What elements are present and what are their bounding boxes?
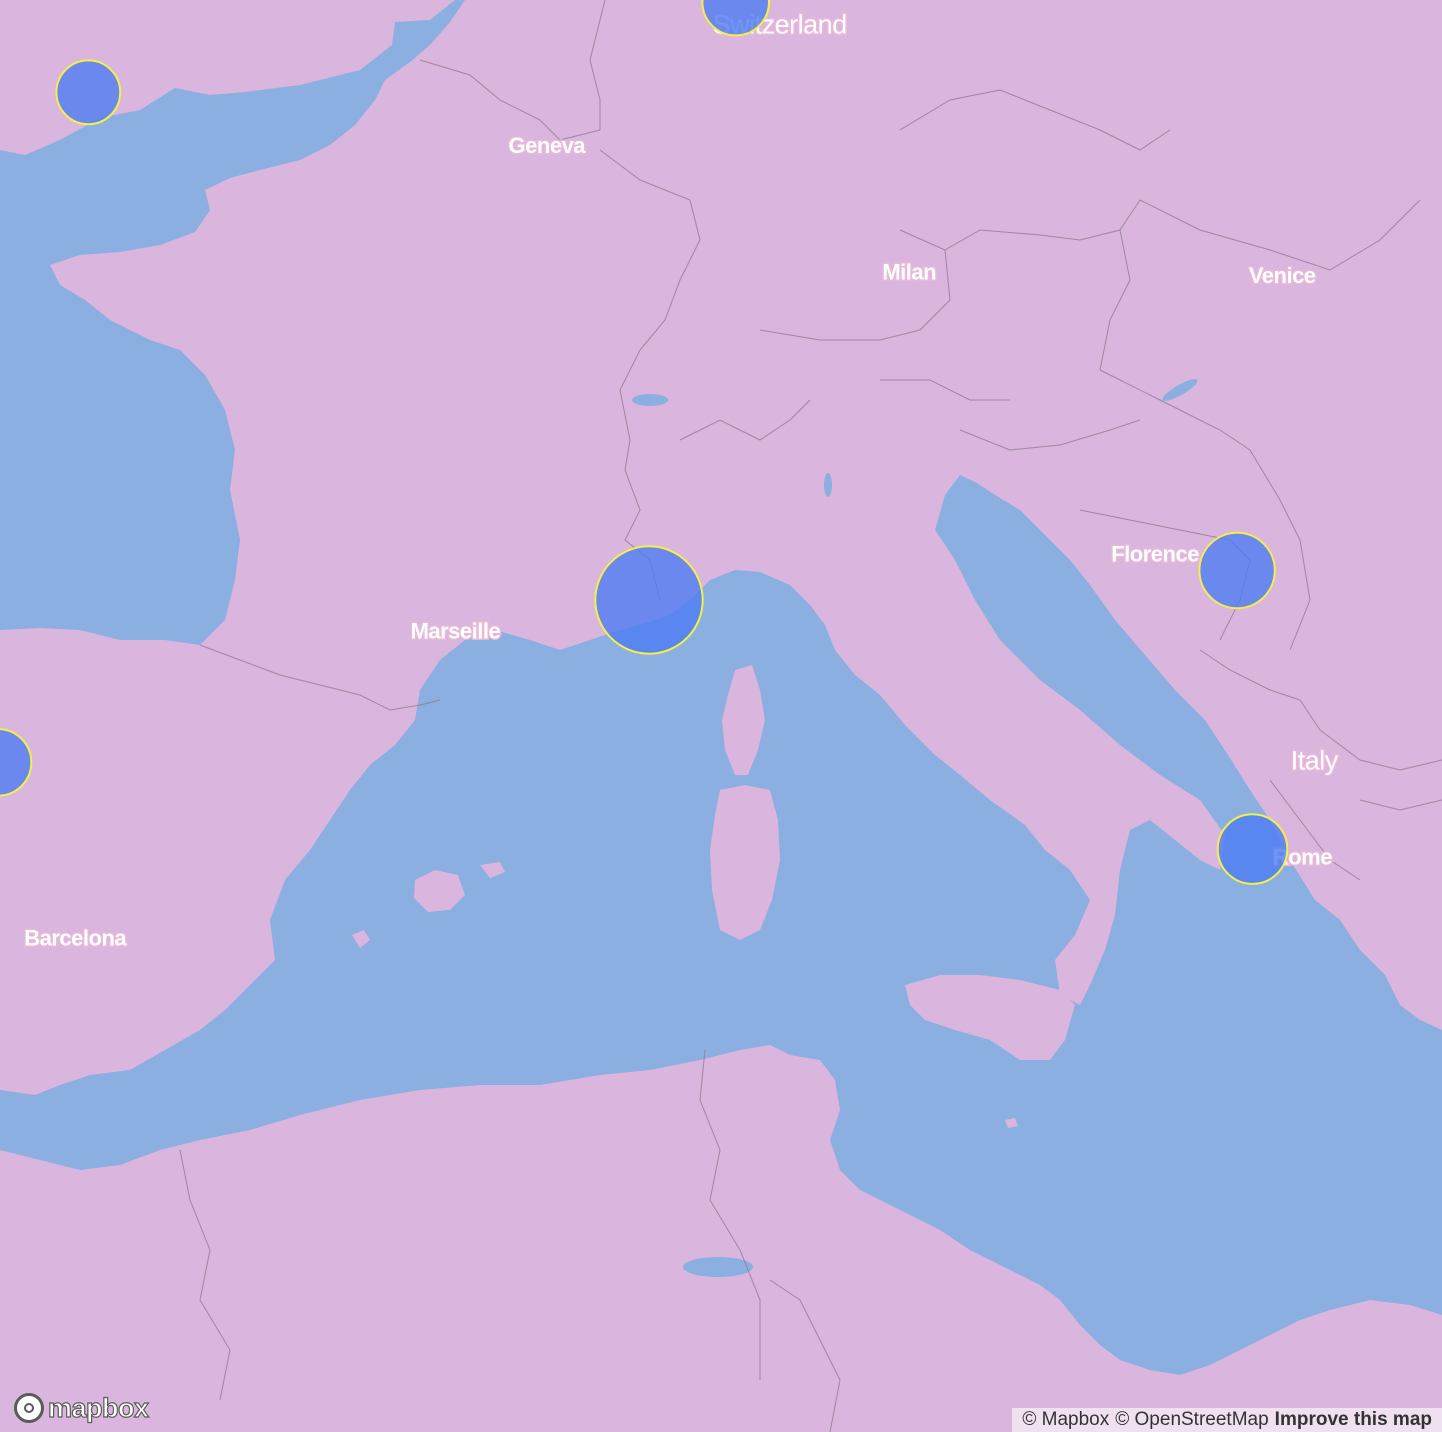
land-corsica [722,665,765,775]
label-geneva: Geneva [509,133,587,158]
land-menorca [480,862,505,878]
label-venice: Venice [1249,263,1316,288]
mapbox-logo[interactable]: mapbox [14,1388,150,1428]
land-continental-europe [0,0,1442,1095]
land-north-africa [0,1045,1442,1432]
border-sk-hu [1139,199,1421,271]
lake-garda [824,473,832,497]
land-malta-island [1005,1118,1018,1128]
improve-map-link[interactable]: Improve this map [1274,1409,1432,1430]
lake-balaton [1162,379,1198,401]
mapbox-logo-icon [14,1393,44,1423]
border-gr-bg [1359,799,1442,811]
lakes-layer [632,379,1198,1277]
marker-rome[interactable] [1216,813,1289,885]
border-at-hu [1099,229,1131,371]
marker-monaco[interactable] [594,545,704,655]
label-marseille: Marseille [411,619,501,644]
attribution-osm-link[interactable]: © OpenStreetMap [1115,1409,1269,1430]
border-at-it [880,379,1010,401]
border-tn-ly [769,1279,841,1432]
border-be-de [559,0,606,141]
border-dz-tn [699,1049,761,1380]
marker-switzerland[interactable] [701,0,770,37]
marker-tuscany[interactable] [1198,531,1276,610]
border-fr-be [419,59,561,141]
land-mallorca [414,870,465,912]
lake-geneva [632,394,668,406]
land-sardinia [710,785,780,940]
border-si-hr [959,419,1141,451]
land-great-britain [0,0,455,155]
border-fr-de [599,149,701,351]
label-milan: Milan [882,259,936,284]
border-fr-es [199,644,441,711]
label-barcelona: Barcelona [24,926,127,951]
border-hr-hu [1099,369,1251,451]
label-florence: Florence [1111,542,1199,567]
land-ibiza [352,930,370,948]
label-italy: Italy [1291,746,1339,776]
border-rs [1249,449,1311,651]
attribution-bar: © Mapbox © OpenStreetMap Improve this ma… [1012,1408,1442,1432]
border-ma-dz [179,1149,231,1401]
border-de-cz [899,89,1171,151]
land-sicily [905,975,1075,1060]
border-mk [1319,729,1442,771]
gulf-lake-tunisia [683,1257,753,1277]
attribution-mapbox-link[interactable]: © Mapbox [1022,1409,1110,1430]
marker-france[interactable] [55,59,122,126]
border-me-al [1199,649,1321,731]
border-ch-it [679,399,811,441]
mapbox-logo-text: mapbox [47,1392,149,1423]
marker-andorra[interactable] [0,728,33,797]
border-al-gr [1269,779,1361,881]
border-cz-at [944,199,1141,251]
border-fr-ch [619,349,641,471]
